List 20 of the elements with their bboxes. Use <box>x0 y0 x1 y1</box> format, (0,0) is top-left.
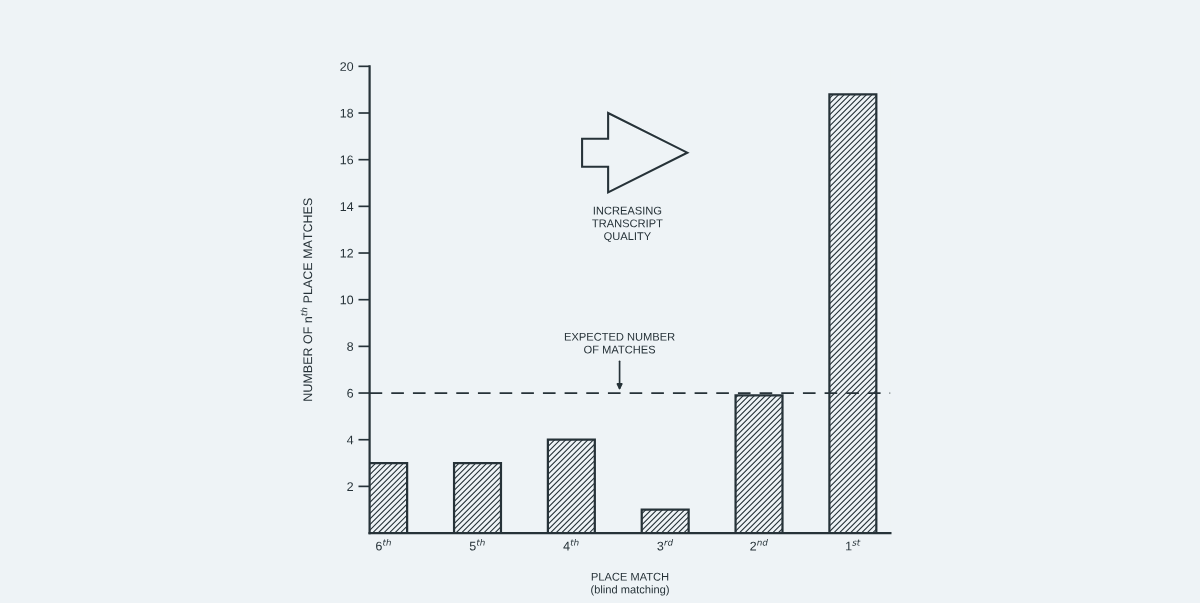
y-tick-label: 8 <box>347 342 354 352</box>
y-tick-label: 18 <box>340 108 354 118</box>
y-tick-label: 6 <box>347 388 354 398</box>
y-tick-label: 2 <box>347 482 353 491</box>
x-tick-label: 4$^{th}$ <box>563 538 579 551</box>
y-tick-label: 20 <box>340 62 354 71</box>
x-tick-label: 5$^{th}$ <box>469 538 485 551</box>
y-axis-title: NUMBER OF n$^{th}$ PLACE MATCHES <box>300 198 313 401</box>
x-tick-label: 6$^{th}$ <box>376 538 391 551</box>
x-axis-title: PLACE MATCH (blind matching) <box>591 572 669 596</box>
x-tick-label: 1$^{st}$ <box>846 539 861 551</box>
x-tick-label: 3$^{rd}$ <box>657 538 674 551</box>
x-tick-label: 2$^{nd}$ <box>750 538 768 551</box>
y-tick-label: 16 <box>340 155 354 165</box>
ref-line-label: EXPECTED NUMBER OF MATCHES <box>564 332 675 354</box>
annotation: INCREASING TRANSCRIPT QUALITY <box>592 206 663 243</box>
y-tick-label: 14 <box>340 202 354 211</box>
y-tick-label: 4 <box>346 435 354 445</box>
y-tick-label: 12 <box>340 248 353 258</box>
y-tick-label: 10 <box>340 295 354 305</box>
